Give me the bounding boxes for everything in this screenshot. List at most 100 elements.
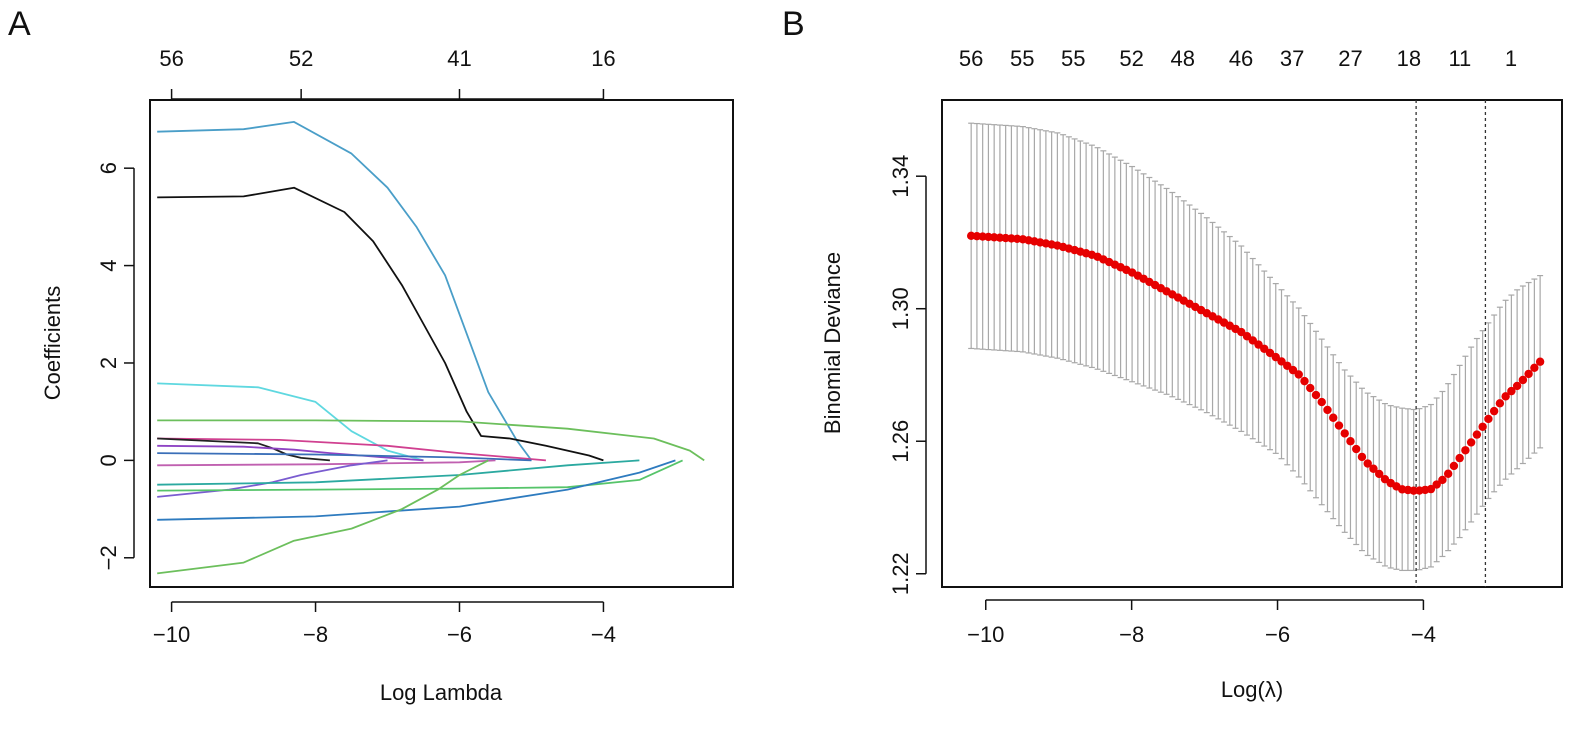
panel-b-deviance-point bbox=[1524, 369, 1533, 379]
panel-b-y-tick-label: 1.30 bbox=[888, 287, 913, 330]
panel-b-deviance-point bbox=[1311, 390, 1321, 400]
panel-b-y-tick-label: 1.22 bbox=[888, 552, 913, 595]
panel-b-deviance-point bbox=[1426, 484, 1436, 494]
panel-b-deviance-point bbox=[1512, 381, 1522, 391]
panel-b-top-label: 27 bbox=[1338, 46, 1362, 71]
panel-a-y-axis-title: Coefficients bbox=[40, 286, 65, 401]
panel-b-deviance-point bbox=[1277, 357, 1286, 366]
panel-a-coefficient-path bbox=[157, 382, 424, 462]
panel-b-top-label: 55 bbox=[1010, 46, 1034, 71]
panel-b-deviance-point bbox=[1461, 446, 1470, 455]
panel-b-deviance-point bbox=[1518, 375, 1528, 385]
panel-a-coefficient-path bbox=[157, 452, 532, 462]
panel-b-deviance-point bbox=[1352, 444, 1361, 454]
panel-b-y-tick-label: 1.26 bbox=[888, 420, 913, 463]
panel-b-deviance-point bbox=[1329, 413, 1338, 422]
panel-a-x-axis: −10 −8 −6 −4 bbox=[153, 601, 616, 647]
panel-a-coefficient-path bbox=[157, 121, 533, 461]
panel-b-deviance-point bbox=[1334, 421, 1344, 430]
panel-a-y-tick-label: 6 bbox=[96, 162, 121, 174]
panel-a-y-axis: −2 0 2 4 6 bbox=[96, 162, 135, 570]
panel-b-deviance-point bbox=[1449, 461, 1459, 471]
panel-a-coefficient-path bbox=[157, 419, 705, 462]
panel-b-x-tick-label: −4 bbox=[1411, 622, 1436, 647]
panel-b-label: B bbox=[782, 5, 805, 43]
panel-a-x-tick-label: −6 bbox=[447, 622, 472, 647]
panel-a-top-tick-label: 56 bbox=[159, 46, 183, 71]
panel-b-deviance-point bbox=[1489, 406, 1499, 416]
panel-a-plot-frame bbox=[149, 99, 734, 588]
panel-b-deviance-point bbox=[1455, 453, 1464, 463]
panel-b-deviance-point bbox=[1501, 392, 1510, 401]
panel-b-deviance-points bbox=[966, 231, 1545, 495]
panel-b-deviance-point bbox=[1438, 475, 1447, 485]
panel-b-deviance-point bbox=[1507, 386, 1516, 396]
panel-a-y-tick-label: −2 bbox=[96, 545, 121, 570]
panel-b-top-label: 11 bbox=[1448, 46, 1471, 71]
panel-b-deviance-point bbox=[1346, 437, 1355, 446]
panel-a-x-tick-label: −10 bbox=[153, 622, 190, 647]
panel-b-deviance-point bbox=[1357, 452, 1367, 462]
panel-a-coefficient-path bbox=[157, 444, 424, 462]
panel-b-deviance-point bbox=[1283, 361, 1292, 370]
panel-b-deviance-point bbox=[1535, 357, 1545, 366]
panel-a-coefficient-path bbox=[157, 186, 604, 462]
panel-b-deviance-point bbox=[1466, 438, 1476, 447]
panel-b-deviance-point bbox=[1288, 365, 1298, 375]
panel-a-y-tick-label: 0 bbox=[96, 454, 121, 466]
panel-b-deviance-point bbox=[1495, 399, 1505, 408]
panel-a: A −10 −8 −6 −4 −2 0 2 4 6 56 52 41 16 Log Lambda C… bbox=[8, 5, 734, 705]
panel-a-top-tick-label: 16 bbox=[591, 46, 615, 71]
panel-b-deviance-point bbox=[1271, 352, 1280, 362]
panel-b-deviance-point bbox=[1530, 363, 1539, 373]
panel-b-deviance-point bbox=[1317, 397, 1326, 407]
panel-b-deviance-point bbox=[1363, 459, 1372, 468]
panel-a-x-axis-title: Log Lambda bbox=[380, 680, 503, 705]
panel-b-deviance-point bbox=[1294, 370, 1303, 379]
panel-b-y-axis-title: Binomial Deviance bbox=[820, 252, 845, 434]
panel-b-deviance-point bbox=[1472, 430, 1482, 439]
panel-a-y-tick-label: 4 bbox=[96, 259, 121, 271]
panel-a-coefficient-path bbox=[157, 459, 676, 521]
panel-b-top-label: 52 bbox=[1119, 46, 1143, 71]
panel-b-top-label: 37 bbox=[1280, 46, 1304, 71]
panel-b-top-label: 1 bbox=[1505, 46, 1517, 71]
panel-b-top-label: 48 bbox=[1170, 46, 1194, 71]
panel-b-x-tick-label: −6 bbox=[1265, 622, 1290, 647]
panel-b-x-tick-label: −10 bbox=[967, 622, 1004, 647]
panel-b-deviance-point bbox=[1484, 414, 1493, 424]
panel-b-x-axis: −10 −8 −6 −4 bbox=[967, 599, 1436, 647]
panel-a-top-axis: 56 52 41 16 bbox=[159, 46, 616, 100]
panel-b-top-label: 55 bbox=[1061, 46, 1085, 71]
panel-a-top-tick-label: 41 bbox=[447, 46, 471, 71]
panel-b-deviance-point bbox=[1323, 405, 1332, 415]
panel-b-deviance-point bbox=[1432, 480, 1441, 489]
panel-b-top-labels: 56 55 55 52 48 46 37 27 18 11 1 bbox=[959, 46, 1517, 71]
panel-b-top-label: 46 bbox=[1229, 46, 1253, 71]
panel-b-deviance-point bbox=[1300, 376, 1309, 386]
panel-a-coefficient-path bbox=[157, 459, 489, 575]
panel-a-x-tick-label: −4 bbox=[591, 622, 616, 647]
panel-b-deviance-point bbox=[1306, 383, 1315, 393]
panel-a-x-tick-label: −8 bbox=[303, 622, 328, 647]
panel-a-coefficient-path bbox=[157, 459, 496, 467]
panel-a-coefficient-path bbox=[157, 437, 546, 462]
panel-b-top-label: 18 bbox=[1397, 46, 1421, 71]
panel-b-x-axis-title: Log(λ) bbox=[1221, 677, 1283, 702]
panel-b-x-tick-label: −8 bbox=[1119, 622, 1144, 647]
panel-b-deviance-point bbox=[1369, 464, 1378, 473]
panel-a-label: A bbox=[8, 5, 31, 43]
panel-b-deviance-point bbox=[1375, 469, 1384, 479]
panel-b-y-axis: 1.22 1.26 1.30 1.34 bbox=[888, 155, 927, 595]
panel-a-y-tick-label: 2 bbox=[96, 357, 121, 369]
panel-a-coefficient-path bbox=[157, 459, 683, 492]
panel-b-deviance-point bbox=[1443, 469, 1453, 478]
panel-a-coefficient-paths bbox=[157, 121, 705, 575]
panel-b-deviance-point bbox=[1478, 422, 1487, 431]
panel-b-y-tick-label: 1.34 bbox=[888, 155, 913, 198]
panel-a-top-tick-label: 52 bbox=[289, 46, 313, 71]
panel-b-plot-frame bbox=[941, 99, 1563, 588]
panel-a-coefficient-path bbox=[157, 437, 330, 462]
panel-b-deviance-point bbox=[1340, 429, 1349, 438]
